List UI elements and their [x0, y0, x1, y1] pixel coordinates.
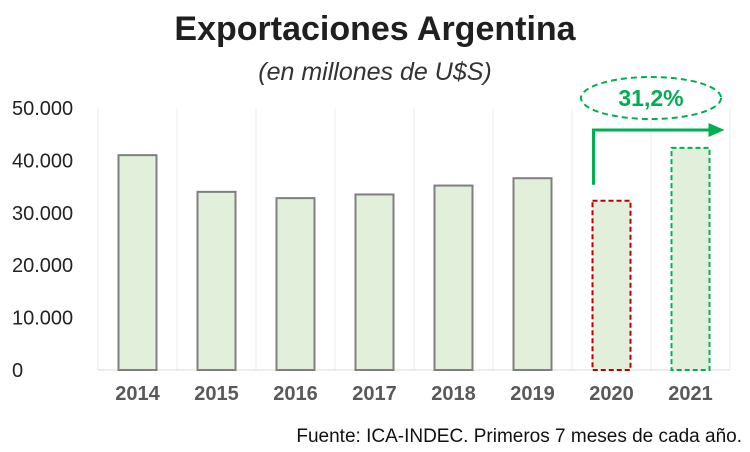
bar-2016: [275, 197, 316, 371]
source-note: Fuente: ICA-INDEC. Primeros 7 meses de c…: [296, 426, 742, 447]
x-tick-label: 2016: [273, 383, 318, 405]
growth-label-ellipse: [580, 76, 722, 120]
x-tick-label: 2021: [668, 383, 713, 405]
y-tick-label: 30.000: [12, 203, 73, 225]
y-tick-label: 20.000: [12, 255, 73, 277]
grid-lines: [97, 108, 731, 371]
x-tick-label: 2015: [194, 383, 239, 405]
arrow-head-icon: [708, 123, 725, 137]
bars: [117, 146, 711, 371]
y-axis: 0 10.000 20.000 30.000 40.000 50.000: [12, 98, 73, 382]
y-tick-label: 40.000: [12, 150, 73, 172]
x-tick-label: 2020: [589, 383, 634, 405]
growth-arrow: [592, 128, 711, 185]
bar-2019: [512, 177, 553, 371]
bar-2014: [117, 154, 158, 371]
bar-2021: [670, 146, 711, 371]
bar-2015: [196, 190, 237, 371]
growth-label: 31,2%: [618, 85, 683, 111]
bar-2020: [591, 199, 632, 371]
growth-annotation: 31,2%: [580, 76, 725, 185]
bar-2017: [354, 193, 395, 371]
x-tick-label: 2017: [352, 383, 397, 405]
y-tick-label: 50.000: [12, 98, 73, 120]
y-tick-label: 10.000: [12, 308, 73, 330]
x-axis: 2014 2015 2016 2017 2018 2019 2020 2021: [115, 383, 713, 405]
chart-subtitle: (en millones de U$S): [258, 58, 491, 86]
x-tick-label: 2019: [510, 383, 555, 405]
chart-title: Exportaciones Argentina: [174, 10, 576, 48]
bar-2018: [433, 184, 474, 371]
y-tick-label: 0: [12, 360, 23, 382]
x-tick-label: 2014: [115, 383, 160, 405]
x-tick-label: 2018: [431, 383, 476, 405]
